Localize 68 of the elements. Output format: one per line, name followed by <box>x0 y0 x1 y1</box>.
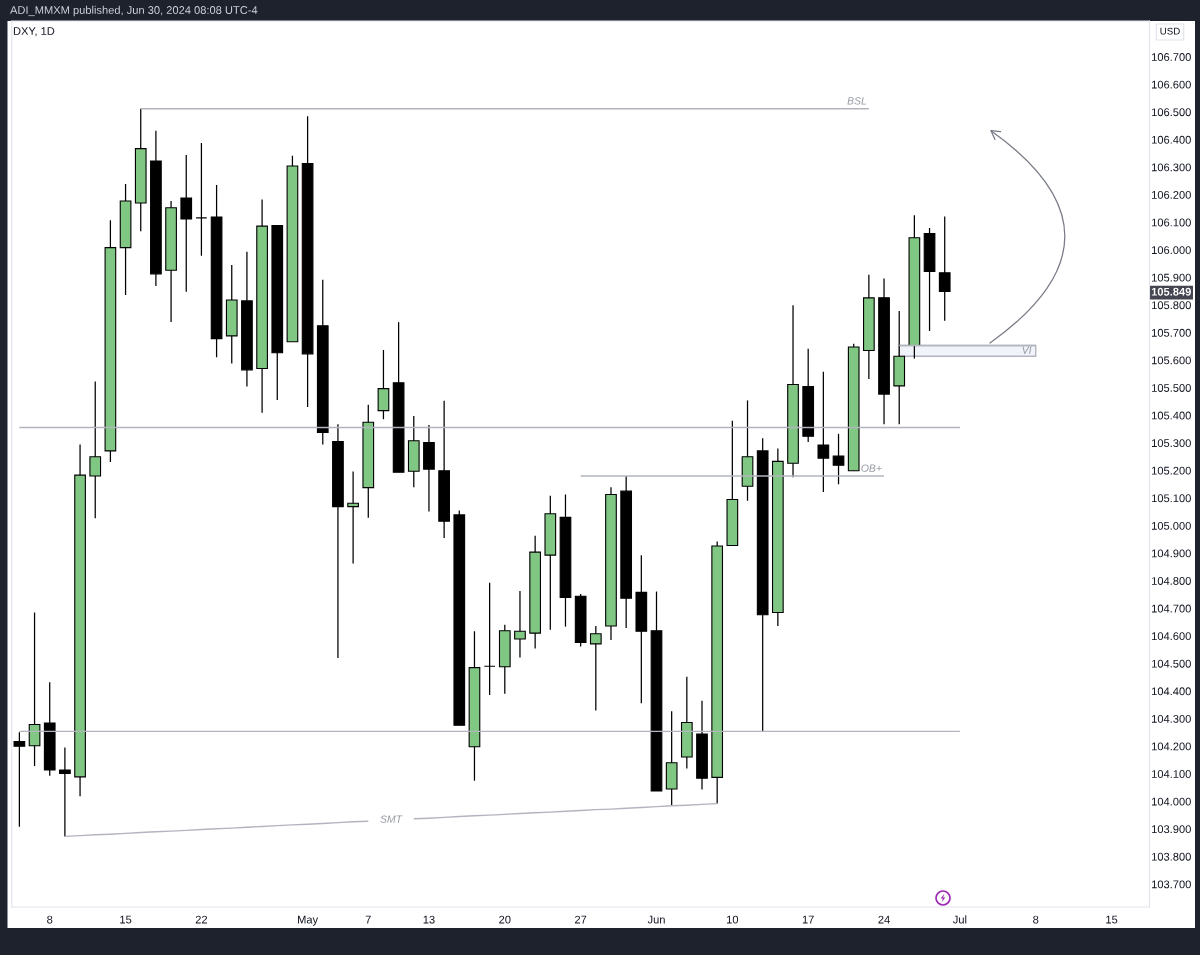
y-tick-label: 103.900 <box>1152 825 1191 834</box>
series-label: SMT <box>380 815 403 823</box>
y-tick-label: 106.000 <box>1152 246 1191 255</box>
y-tick-label: 104.800 <box>1152 577 1191 585</box>
chart-title: DXY, 1D <box>13 27 55 37</box>
x-tick-label: 7 <box>365 915 371 924</box>
y-tick-label: 104.500 <box>1152 659 1191 668</box>
y-tick-label: 105.100 <box>1152 494 1191 503</box>
y-tick-label: 106.400 <box>1152 135 1191 144</box>
candlestick <box>377 349 390 420</box>
x-tick-label: 17 <box>802 915 814 924</box>
candlestick <box>195 142 208 257</box>
x-tick-label: 20 <box>499 915 511 924</box>
candlestick <box>28 611 41 767</box>
x-tick-label: 8 <box>47 915 53 924</box>
x-tick-label: 15 <box>120 915 132 924</box>
y-tick-label: 105.849 <box>1151 287 1191 296</box>
y-tick-label: 106.100 <box>1152 218 1191 227</box>
y-tick-label: 105.000 <box>1152 521 1191 530</box>
x-tick-label: 15 <box>1106 915 1118 924</box>
y-tick-label: 105.700 <box>1152 328 1191 337</box>
y-tick-label: 106.200 <box>1152 190 1191 199</box>
candlestick <box>817 371 830 493</box>
y-tick-label: 104.200 <box>1152 742 1191 751</box>
y-tick-label: 103.700 <box>1152 880 1191 889</box>
y-tick-label: 103.800 <box>1152 852 1191 861</box>
y-axis-title: USD <box>1160 27 1180 35</box>
y-tick-label: 104.300 <box>1152 714 1191 723</box>
x-tick-label: 10 <box>727 915 739 924</box>
y-tick-label: 104.400 <box>1152 687 1191 696</box>
y-tick-label: 104.100 <box>1152 770 1191 778</box>
candlestick <box>832 433 845 485</box>
candlestick <box>589 625 602 712</box>
y-tick-label: 106.600 <box>1152 80 1191 89</box>
candlestick <box>938 215 951 322</box>
series-label: BSL <box>847 97 867 105</box>
x-tick-label: 24 <box>878 915 890 924</box>
y-tick-label: 105.300 <box>1152 439 1191 448</box>
y-tick-label: 104.000 <box>1152 797 1191 806</box>
candlestick <box>347 470 359 565</box>
y-tick-label: 106.300 <box>1152 163 1191 172</box>
candlestick <box>59 746 71 838</box>
y-tick-label: 104.700 <box>1152 604 1191 613</box>
candlestick <box>180 154 193 293</box>
y-tick-label: 105.600 <box>1152 356 1191 365</box>
x-tick-label: 22 <box>195 915 208 924</box>
x-tick-label: Jun <box>647 915 665 924</box>
y-tick-label: 105.900 <box>1152 273 1191 282</box>
y-tick-label: 106.700 <box>1152 53 1191 61</box>
candlestick <box>89 380 102 519</box>
y-tick-label: 104.600 <box>1152 632 1191 641</box>
x-tick-label: Jul <box>952 915 967 924</box>
y-tick-label: 105.800 <box>1152 301 1191 310</box>
x-tick-label: 8 <box>1033 915 1039 924</box>
y-tick-label: 105.200 <box>1152 466 1191 475</box>
series-label: VI <box>1022 346 1032 354</box>
x-tick-label: 27 <box>575 915 587 924</box>
x-tick-label: 13 <box>423 915 435 924</box>
candlestick <box>13 731 26 828</box>
x-tick-label: May <box>298 915 319 926</box>
y-tick-label: 104.900 <box>1152 549 1191 558</box>
series-label: OB+ <box>861 464 882 472</box>
y-tick-label: 105.400 <box>1152 411 1191 420</box>
candlestick <box>483 582 496 696</box>
candlestick <box>514 590 526 659</box>
text: ADI_MMXM published, Jun 30, 2024 08:08 UTC-4 <box>10 5 258 17</box>
y-tick-label: 105.500 <box>1152 384 1191 392</box>
y-tick-label: 106.500 <box>1152 108 1191 117</box>
